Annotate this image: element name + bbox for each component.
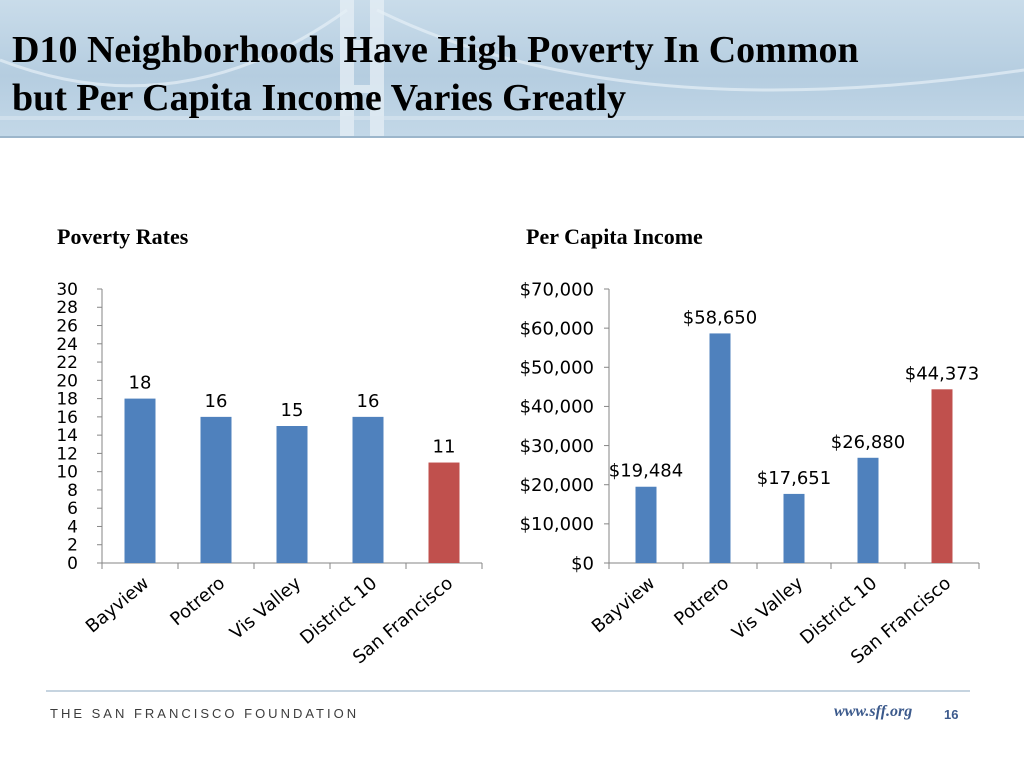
poverty-y-tick-label: 22 [56, 353, 78, 373]
header-banner: D10 Neighborhoods Have High Poverty In C… [0, 0, 1024, 138]
poverty-bar [124, 398, 156, 563]
poverty-data-label: 15 [281, 400, 304, 421]
slide-title-line-1: D10 Neighborhoods Have High Poverty In C… [12, 29, 859, 71]
poverty-y-tick-label: 16 [56, 408, 78, 428]
footer-organization: THE SAN FRANCISCO FOUNDATION [50, 706, 360, 721]
poverty-bar [428, 462, 460, 563]
income-y-tick-label: $10,000 [520, 514, 594, 535]
poverty-y-tick-label: 0 [67, 554, 78, 574]
poverty-y-tick-label: 8 [67, 481, 78, 501]
income-data-label: $58,650 [683, 307, 757, 328]
poverty-y-tick-label: 10 [56, 463, 78, 483]
header-divider [0, 136, 1024, 138]
poverty-data-label: 16 [357, 391, 380, 412]
income-y-tick-label: $30,000 [520, 436, 594, 457]
slide-title: D10 Neighborhoods Have High Poverty In C… [12, 26, 1012, 122]
income-y-tick-label: $0 [571, 553, 594, 574]
poverty-y-tick-label: 30 [56, 280, 78, 300]
poverty-bar [352, 416, 384, 563]
poverty-y-tick-label: 2 [67, 536, 78, 556]
slide-title-line-2: but Per Capita Income Varies Greatly [12, 77, 626, 119]
poverty-bar [276, 426, 308, 563]
income-bar [857, 457, 879, 563]
poverty-data-label: 11 [433, 437, 456, 458]
income-y-tick-label: $20,000 [520, 475, 594, 496]
income-data-label: $17,651 [757, 468, 831, 489]
income-bar [931, 389, 953, 563]
footer-url-link[interactable]: www.sff.org [834, 703, 913, 720]
poverty-y-tick-label: 6 [67, 499, 78, 519]
poverty-y-tick-label: 26 [56, 316, 78, 336]
poverty-chart-title: Poverty Rates [57, 224, 189, 249]
income-bar [783, 493, 805, 563]
income-bar [709, 333, 731, 563]
income-category-label: Bayview [588, 573, 659, 638]
income-data-label: $26,880 [831, 432, 905, 453]
bridge-illustration [0, 0, 1024, 138]
income-y-tick-label: $50,000 [520, 358, 594, 379]
poverty-y-tick-label: 28 [56, 298, 78, 318]
poverty-bar [200, 416, 232, 563]
poverty-y-tick-label: 24 [56, 335, 78, 355]
poverty-y-tick-label: 12 [56, 444, 78, 464]
income-y-tick-label: $60,000 [520, 318, 594, 339]
income-y-tick-label: $70,000 [520, 279, 594, 300]
income-y-tick-label: $40,000 [520, 397, 594, 418]
page-number: 16 [944, 707, 959, 722]
poverty-y-tick-label: 4 [67, 517, 78, 537]
income-data-label: $44,373 [905, 363, 979, 384]
income-bar [635, 486, 657, 563]
poverty-y-tick-label: 18 [56, 390, 78, 410]
income-data-label: $19,484 [609, 461, 683, 482]
poverty-data-label: 18 [129, 373, 152, 394]
poverty-y-tick-label: 20 [56, 371, 78, 391]
poverty-y-tick-label: 14 [56, 426, 78, 446]
income-category-label: Potrero [670, 573, 733, 630]
footer-divider [46, 690, 970, 692]
income-chart-title: Per Capita Income [526, 224, 703, 249]
poverty-data-label: 16 [205, 391, 228, 412]
